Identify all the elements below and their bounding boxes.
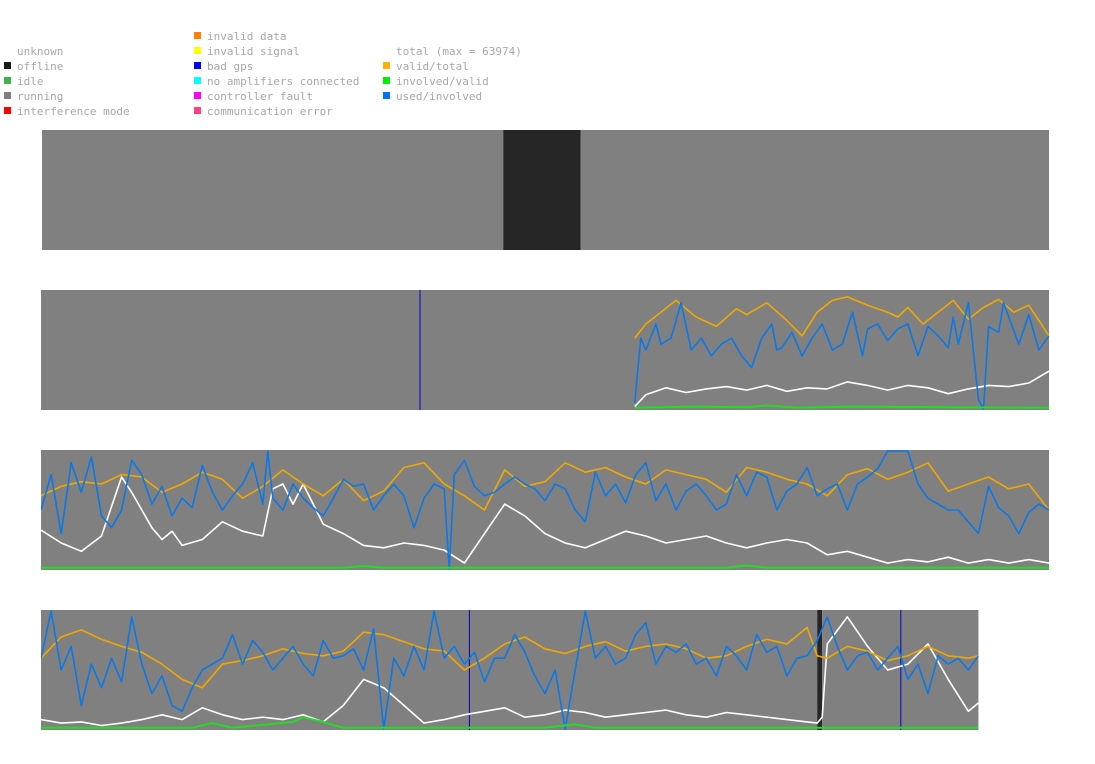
- series-line-involved-valid: [41, 716, 979, 729]
- legend-swatch: [194, 47, 201, 54]
- series-group: [41, 450, 1049, 570]
- series-group: [633, 296, 1049, 410]
- status-segment-offline: [817, 610, 823, 730]
- status-segment-running: [822, 610, 979, 730]
- legend-swatch: [4, 107, 11, 114]
- legend-label: invalid data: [207, 30, 287, 43]
- legend-swatch: [4, 47, 11, 54]
- series-line-valid-total: [41, 626, 979, 689]
- status-segment-running: [41, 290, 1049, 410]
- legend-swatch: [194, 107, 201, 114]
- legend-label: offline: [17, 60, 64, 73]
- legend-label: valid/total: [396, 60, 469, 73]
- legend-label: total (max = 63974): [396, 45, 522, 58]
- legend-swatch: [4, 62, 11, 69]
- legend-label: unknown: [17, 45, 64, 58]
- legend-label: interference mode: [17, 105, 130, 118]
- legend-label: running: [17, 90, 64, 103]
- legend-label: bad gps: [207, 60, 254, 73]
- legend-swatch: [4, 92, 11, 99]
- status-segment-running: [41, 610, 818, 730]
- series-line-involved-valid: [634, 404, 1049, 409]
- legend-swatch: [383, 77, 390, 84]
- legend-label: invalid signal: [207, 45, 300, 58]
- legend-label: idle: [17, 75, 44, 88]
- legend-label: no amplifiers connected: [207, 75, 360, 88]
- series-line-total: [41, 616, 979, 727]
- status-segment-offline: [503, 130, 581, 250]
- legend-swatch: [4, 77, 11, 84]
- series-line-total: [41, 476, 1049, 564]
- status-segment-running: [41, 450, 1049, 570]
- legend-swatch: [194, 92, 201, 99]
- legend-swatch: [194, 62, 201, 69]
- series-line-used-involved: [41, 450, 1049, 570]
- chart-panel-3: [41, 450, 1049, 570]
- series-line-valid-total: [41, 461, 1049, 511]
- series-line-total: [634, 370, 1049, 408]
- chart-panel-1: [42, 130, 1049, 250]
- legend: unknown offline idle running interferenc…: [0, 0, 1095, 125]
- legend-swatch: [383, 62, 390, 69]
- legend-label: controller fault: [207, 90, 313, 103]
- legend-label: involved/valid: [396, 75, 489, 88]
- legend-swatch: [383, 47, 390, 54]
- series-line-involved-valid: [41, 564, 1049, 569]
- legend-swatch: [194, 32, 201, 39]
- chart-panel-4: [41, 610, 979, 730]
- status-segment-running: [580, 130, 1049, 250]
- legend-label: used/involved: [396, 90, 483, 103]
- series-line-used-involved: [41, 610, 979, 730]
- legend-label: communication error: [207, 105, 333, 118]
- legend-swatch: [194, 77, 201, 84]
- chart-panel-2: [41, 290, 1049, 410]
- series-group: [41, 610, 979, 730]
- series-line-valid-total: [634, 296, 1049, 339]
- legend-swatch: [383, 92, 390, 99]
- status-segment-running: [42, 130, 504, 250]
- series-line-used-involved: [633, 301, 1049, 410]
